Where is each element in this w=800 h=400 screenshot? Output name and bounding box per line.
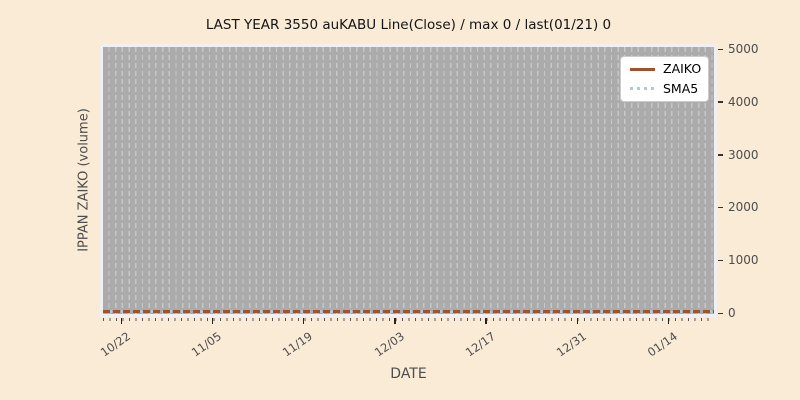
- x-tick-mark: [576, 318, 578, 324]
- y-tick-label: 4000: [728, 94, 759, 109]
- chart-title: LAST YEAR 3550 auKABU Line(Close) / max …: [205, 17, 612, 33]
- y-tick-mark: [718, 206, 723, 209]
- y-tick-label: 0: [728, 306, 736, 320]
- sma5-line-swatch: [630, 87, 655, 91]
- legend-label-zaiko: ZAIKO: [663, 61, 702, 76]
- y-tick-label: 2000: [728, 200, 759, 215]
- x-tick-mark: [120, 318, 122, 324]
- y-tick-label: 5000: [728, 42, 759, 56]
- y-tick-mark: [718, 48, 723, 50]
- x-tick-label: 12/17: [462, 329, 498, 360]
- y-tick-mark: [718, 101, 723, 103]
- legend-item-sma5: SMA5: [630, 80, 699, 96]
- x-tick-mark: [211, 318, 214, 324]
- x-tick-mark: [302, 318, 305, 324]
- y-tick-mark: [718, 154, 723, 156]
- axes-frame: [100, 44, 717, 317]
- x-tick-label: 11/05: [189, 329, 225, 360]
- x-axis-minor-ticks: [103, 318, 714, 321]
- x-axis-title: DATE: [390, 366, 427, 382]
- zaiko-line-swatch: [630, 67, 655, 71]
- x-tick-label: 10/22: [97, 329, 134, 360]
- zaiko-zero-line: [103, 310, 714, 313]
- y-tick-label: 3000: [728, 147, 759, 162]
- y-tick-mark: [718, 312, 723, 314]
- y-tick-label: 1000: [728, 253, 759, 268]
- y-tick-mark: [718, 259, 723, 262]
- x-tick-label: 12/31: [553, 329, 590, 360]
- legend-label-sma5: SMA5: [663, 80, 699, 96]
- legend-item-zaiko: ZAIKO: [630, 61, 702, 76]
- x-tick-mark: [485, 318, 487, 324]
- x-tick-label: 11/19: [280, 329, 316, 360]
- legend: ZAIKO SMA5: [620, 56, 709, 102]
- plot-area: [103, 47, 714, 314]
- x-tick-mark: [667, 318, 670, 324]
- y-axis-title: IPPAN ZAIKO (volume): [76, 108, 92, 252]
- x-tick-mark: [394, 318, 396, 324]
- x-tick-label: 01/14: [645, 329, 681, 360]
- x-tick-label: 12/03: [371, 329, 407, 360]
